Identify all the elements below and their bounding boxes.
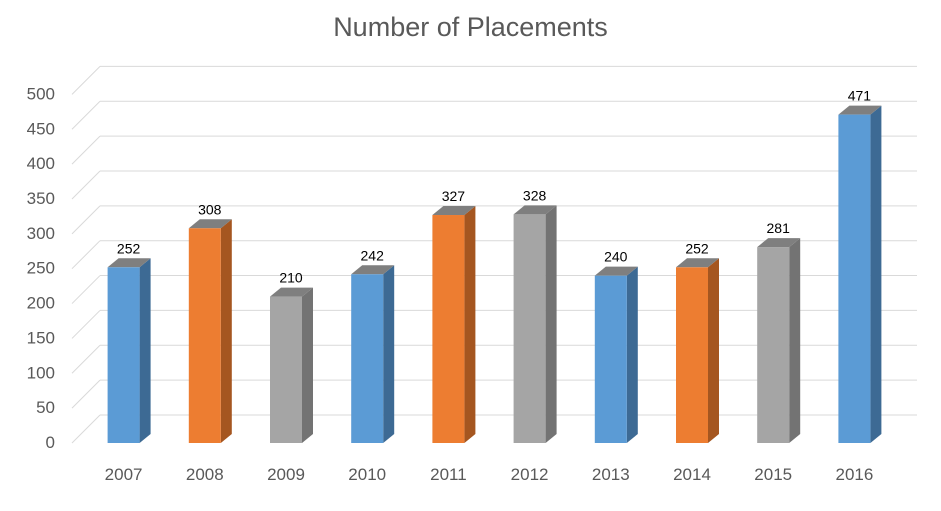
bar-side xyxy=(383,265,395,443)
bar-2007 xyxy=(107,258,151,443)
gridline-diagonal xyxy=(71,66,101,95)
bar-front xyxy=(188,228,221,443)
y-tick-label: 50 xyxy=(36,398,55,417)
bar-top xyxy=(351,265,395,275)
data-label: 210 xyxy=(279,270,303,286)
bar-side xyxy=(870,105,882,443)
x-tick-label: 2009 xyxy=(267,465,305,484)
gridline-diagonal xyxy=(71,310,101,339)
x-tick-label: 2007 xyxy=(105,465,143,484)
data-label: 327 xyxy=(442,188,466,204)
bar-top xyxy=(757,238,801,248)
y-tick-label: 0 xyxy=(46,433,55,452)
bar-2011 xyxy=(432,206,476,443)
bar-2012 xyxy=(513,205,557,443)
bar-2014 xyxy=(676,258,719,443)
bar-2009 xyxy=(270,287,313,443)
x-tick-label: 2012 xyxy=(511,465,549,484)
bar-top xyxy=(188,219,232,229)
bar-top xyxy=(432,206,476,216)
bar-top xyxy=(676,258,719,268)
gridline-diagonal xyxy=(71,275,101,304)
gridline-diagonal xyxy=(71,100,101,130)
bar-2008 xyxy=(188,219,232,443)
gridline-diagonal xyxy=(71,414,101,444)
data-label: 328 xyxy=(523,187,547,203)
y-tick-label: 300 xyxy=(27,224,55,243)
bar-front xyxy=(107,267,140,443)
data-label: 252 xyxy=(685,240,709,256)
bar-side xyxy=(626,266,638,443)
bar-side xyxy=(545,205,557,443)
bar-side xyxy=(220,219,232,443)
bar-front xyxy=(432,215,465,443)
bar-top xyxy=(513,205,557,215)
y-tick-label: 150 xyxy=(27,328,55,347)
data-label: 308 xyxy=(198,201,222,217)
bar-2016 xyxy=(838,105,882,443)
y-tick-label: 250 xyxy=(27,259,55,278)
y-tick-label: 450 xyxy=(27,119,55,138)
x-tick-label: 2008 xyxy=(186,465,224,484)
chart-title: Number of Placements xyxy=(333,12,608,42)
bars xyxy=(107,105,882,443)
bar-front xyxy=(676,267,708,443)
data-label: 281 xyxy=(767,220,791,236)
x-tick-label: 2016 xyxy=(835,465,873,484)
data-label: 471 xyxy=(848,88,872,104)
x-tick-label: 2013 xyxy=(592,465,630,484)
data-labels: 252 308 210 242 327 328 240 252 281 471 xyxy=(117,88,871,286)
bar-top xyxy=(107,258,151,268)
x-tick-label: 2010 xyxy=(348,465,386,484)
bar-2013 xyxy=(594,266,638,443)
data-label: 242 xyxy=(361,247,385,263)
gridline-diagonal xyxy=(71,205,101,235)
gridline-diagonal xyxy=(71,135,101,165)
y-tick-label: 500 xyxy=(27,84,55,103)
y-tick-label: 350 xyxy=(27,189,55,208)
bar-side xyxy=(302,287,313,443)
bar-front xyxy=(594,275,627,443)
y-axis-ticks: 0 50 100 150 200 250 300 350 400 450 500 xyxy=(27,84,55,452)
y-tick-label: 400 xyxy=(27,154,55,173)
bar-side xyxy=(708,258,719,443)
bar-top xyxy=(594,266,638,276)
data-label: 240 xyxy=(604,249,628,265)
bar-top xyxy=(270,287,313,297)
gridline-diagonal xyxy=(71,170,101,200)
x-tick-label: 2015 xyxy=(754,465,792,484)
x-tick-label: 2011 xyxy=(430,465,467,484)
y-tick-label: 200 xyxy=(27,294,55,313)
bar-side xyxy=(789,238,801,443)
data-label: 252 xyxy=(117,240,141,256)
bar-2015 xyxy=(757,238,801,443)
bar-front xyxy=(757,247,790,443)
x-tick-label: 2014 xyxy=(673,465,711,484)
bar-side xyxy=(464,206,476,443)
bar-side xyxy=(139,258,151,443)
bar-top xyxy=(838,105,882,115)
bar-front xyxy=(270,296,302,443)
bar-2010 xyxy=(351,265,395,443)
gridline-diagonal xyxy=(71,344,101,374)
y-tick-label: 100 xyxy=(27,363,55,382)
bar-front xyxy=(838,114,871,443)
bar-front xyxy=(351,274,384,443)
gridline-diagonal xyxy=(71,379,101,409)
x-axis-ticks: 2007 2008 2009 2010 2011 2012 2013 2014 2015 2016 xyxy=(105,465,874,484)
gridline-diagonal xyxy=(71,240,101,270)
bar-front xyxy=(513,214,546,443)
